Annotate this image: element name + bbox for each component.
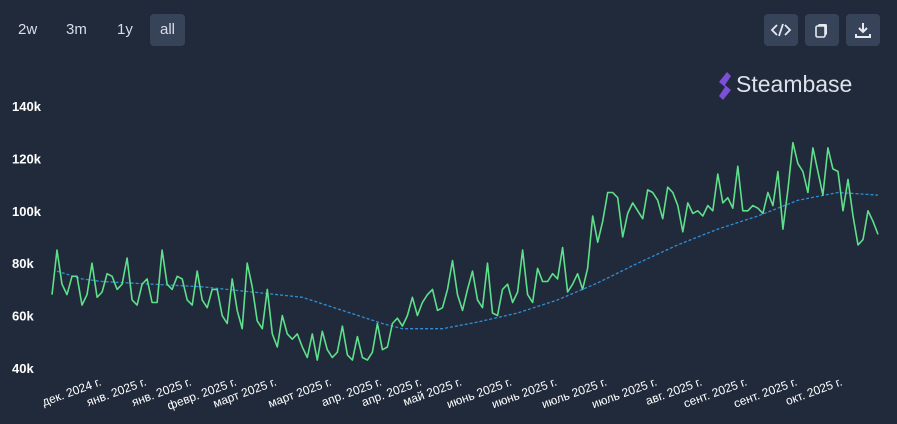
y-tick-label: 40k (12, 361, 34, 376)
brand-logo (719, 72, 731, 100)
embed-button[interactable] (764, 14, 798, 46)
data-line (56, 191, 879, 330)
y-tick-label: 120k (12, 151, 42, 166)
range-button[interactable]: 2w (18, 21, 38, 38)
y-tick-label: 60k (12, 309, 34, 324)
copy-button[interactable] (805, 14, 839, 46)
y-tick-label: 80k (12, 256, 34, 271)
download-button[interactable] (846, 14, 880, 46)
y-tick-label: 100k (12, 204, 42, 219)
range-button[interactable]: 3m (66, 21, 87, 38)
range-button[interactable]: 1y (117, 21, 133, 38)
data-line (51, 141, 879, 361)
y-tick-label: 140k (12, 99, 42, 114)
range-button[interactable]: all (150, 14, 186, 46)
brand-name: Steambase (736, 71, 852, 97)
